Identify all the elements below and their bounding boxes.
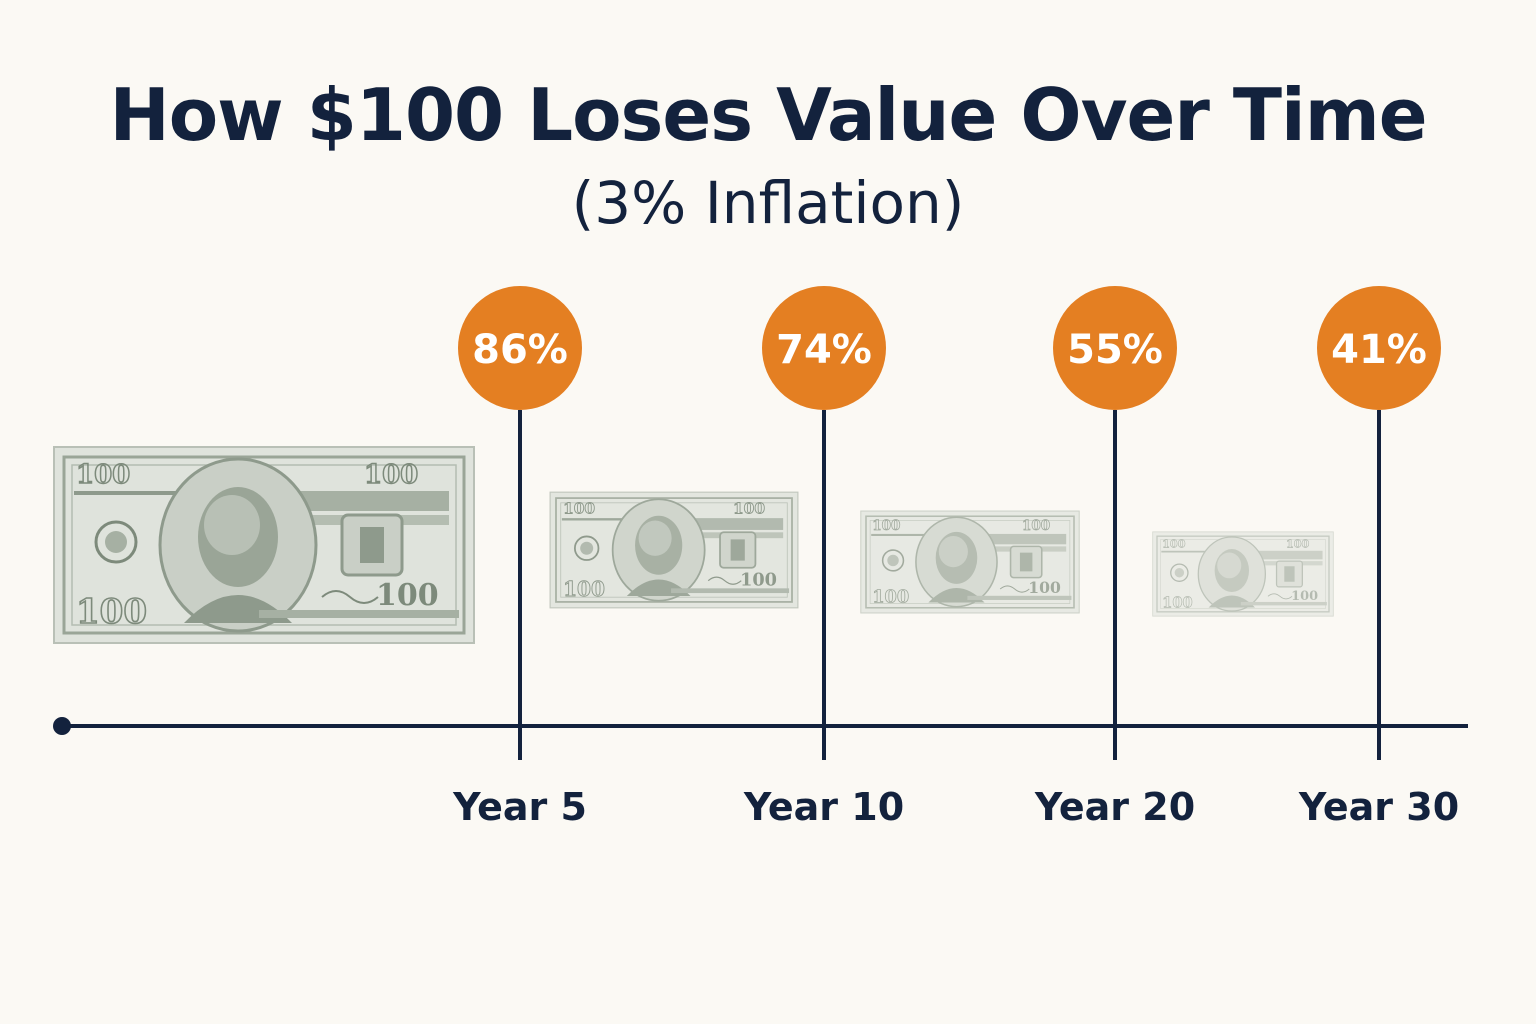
bill-milestone-1 (549, 491, 799, 609)
value-label: 74% (776, 327, 872, 373)
hundred-dollar-bill-icon (52, 445, 476, 645)
value-label: 55% (1067, 327, 1163, 373)
hundred-dollar-bill-icon (860, 510, 1080, 614)
milestone-2: 74% Year 10 (743, 286, 904, 829)
value-label: 86% (472, 327, 568, 373)
timeline-start-dot (53, 717, 71, 735)
value-bubble (762, 286, 886, 410)
year-label: Year 20 (1034, 785, 1195, 829)
value-bubble (1317, 286, 1441, 410)
value-bubble (1053, 286, 1177, 410)
bill-milestone-2 (860, 510, 1080, 614)
hundred-dollar-bill-icon (549, 491, 799, 609)
page-subtitle: (3% Inflation) (571, 169, 965, 237)
value-bubble (458, 286, 582, 410)
bill-initial (52, 445, 476, 645)
bills-layer (52, 445, 1334, 645)
year-label: Year 30 (1298, 785, 1459, 829)
page-title: How $100 Loses Value Over Time (109, 73, 1427, 157)
milestone-3: 55% Year 20 (1034, 286, 1195, 829)
year-label: Year 10 (743, 785, 904, 829)
milestone-1: 86% Year 5 (452, 286, 587, 829)
bill-milestone-3 (1152, 531, 1334, 617)
year-label: Year 5 (452, 785, 587, 829)
milestone-4: 41% Year 30 (1298, 286, 1459, 829)
milestones-layer: 86% Year 5 74% Year 10 55% Year 20 41% Year 30 (452, 286, 1459, 829)
value-label: 41% (1331, 327, 1427, 373)
hundred-dollar-bill-icon (1152, 531, 1334, 617)
